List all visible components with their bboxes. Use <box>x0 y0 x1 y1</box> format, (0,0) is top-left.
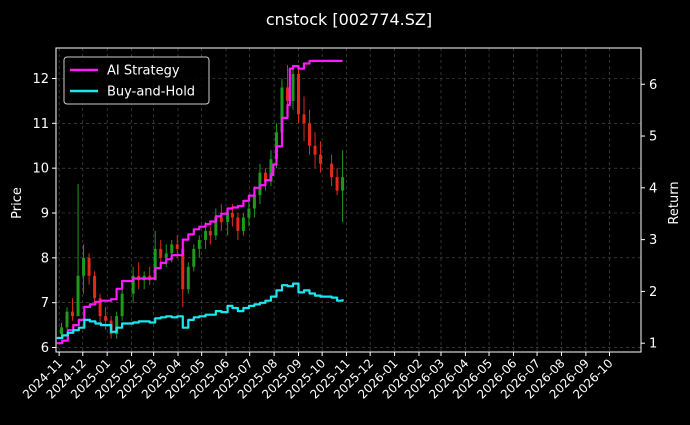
candle-body <box>104 316 108 321</box>
candle-body <box>214 217 218 236</box>
candle-body <box>263 172 267 182</box>
candle-body <box>341 177 345 191</box>
candle-body <box>319 154 323 164</box>
candle-body <box>269 159 273 182</box>
candle-body <box>258 172 262 196</box>
legend: AI Strategy Buy-and-Hold <box>63 56 210 105</box>
y-axis-left-label: Price <box>10 187 25 219</box>
candle-body <box>181 248 185 290</box>
y-left-tick-label: 11 <box>32 117 49 132</box>
candle-body <box>208 230 212 236</box>
legend-label: AI Strategy <box>107 64 180 79</box>
legend-label: Buy-and-Hold <box>107 85 195 100</box>
candle-body <box>164 253 168 258</box>
candle-body <box>226 213 230 222</box>
y-axis-right-label: Return <box>667 181 682 224</box>
candle-body <box>186 266 190 290</box>
candle-body <box>302 114 306 124</box>
candle-body <box>76 275 80 317</box>
y-left-tick-label: 9 <box>41 207 49 222</box>
candle-body <box>280 87 284 133</box>
candle-body <box>131 275 135 294</box>
y-right-tick-label: 1 <box>649 337 657 352</box>
candle-body <box>247 208 251 218</box>
candle-body <box>313 145 317 155</box>
candle-body <box>170 244 174 254</box>
candle-body <box>98 298 102 317</box>
candle-body <box>335 177 339 191</box>
candle-body <box>87 257 91 276</box>
plot-frame <box>55 47 642 353</box>
candle-body <box>192 248 196 267</box>
candle-body <box>153 248 157 281</box>
y-right-tick-label: 2 <box>649 285 657 300</box>
return-lines <box>56 59 344 345</box>
candle-body <box>330 163 334 178</box>
y-left-tick-label: 8 <box>41 251 49 266</box>
candle-body <box>159 248 163 258</box>
candle-body <box>82 257 86 276</box>
y-right-tick-label: 4 <box>649 181 657 196</box>
y-left-tick-label: 6 <box>41 341 49 356</box>
y-right-tick-label: 6 <box>649 78 657 93</box>
candle-body <box>241 217 245 231</box>
candle-body <box>297 74 301 115</box>
chart-title: cnstock [002774.SZ] <box>266 10 432 29</box>
candle-body <box>93 275 97 299</box>
legend-box <box>63 56 210 105</box>
candle-body <box>204 230 208 240</box>
candle-body <box>285 87 289 101</box>
series-line-buy-and-hold <box>56 282 344 340</box>
y-right-tick-label: 3 <box>649 233 657 248</box>
candle-body <box>219 217 223 222</box>
candle-body <box>236 217 240 231</box>
candle-body <box>115 316 119 335</box>
candle-body <box>175 244 179 249</box>
y-left-tick-label: 12 <box>32 72 49 87</box>
candle-body <box>120 293 124 317</box>
candle-body <box>197 239 201 249</box>
series-line-ai-strategy <box>56 59 343 345</box>
y-left-tick-label: 7 <box>41 296 49 311</box>
candle-body <box>252 195 256 209</box>
y-right-tick-label: 5 <box>649 130 657 145</box>
candle-body <box>60 327 64 335</box>
candle-body <box>291 74 295 101</box>
candle-body <box>308 123 312 146</box>
candle-body <box>65 311 69 328</box>
candle-body <box>230 213 234 218</box>
candle-body <box>71 311 75 317</box>
y-left-tick-label: 10 <box>32 162 49 177</box>
